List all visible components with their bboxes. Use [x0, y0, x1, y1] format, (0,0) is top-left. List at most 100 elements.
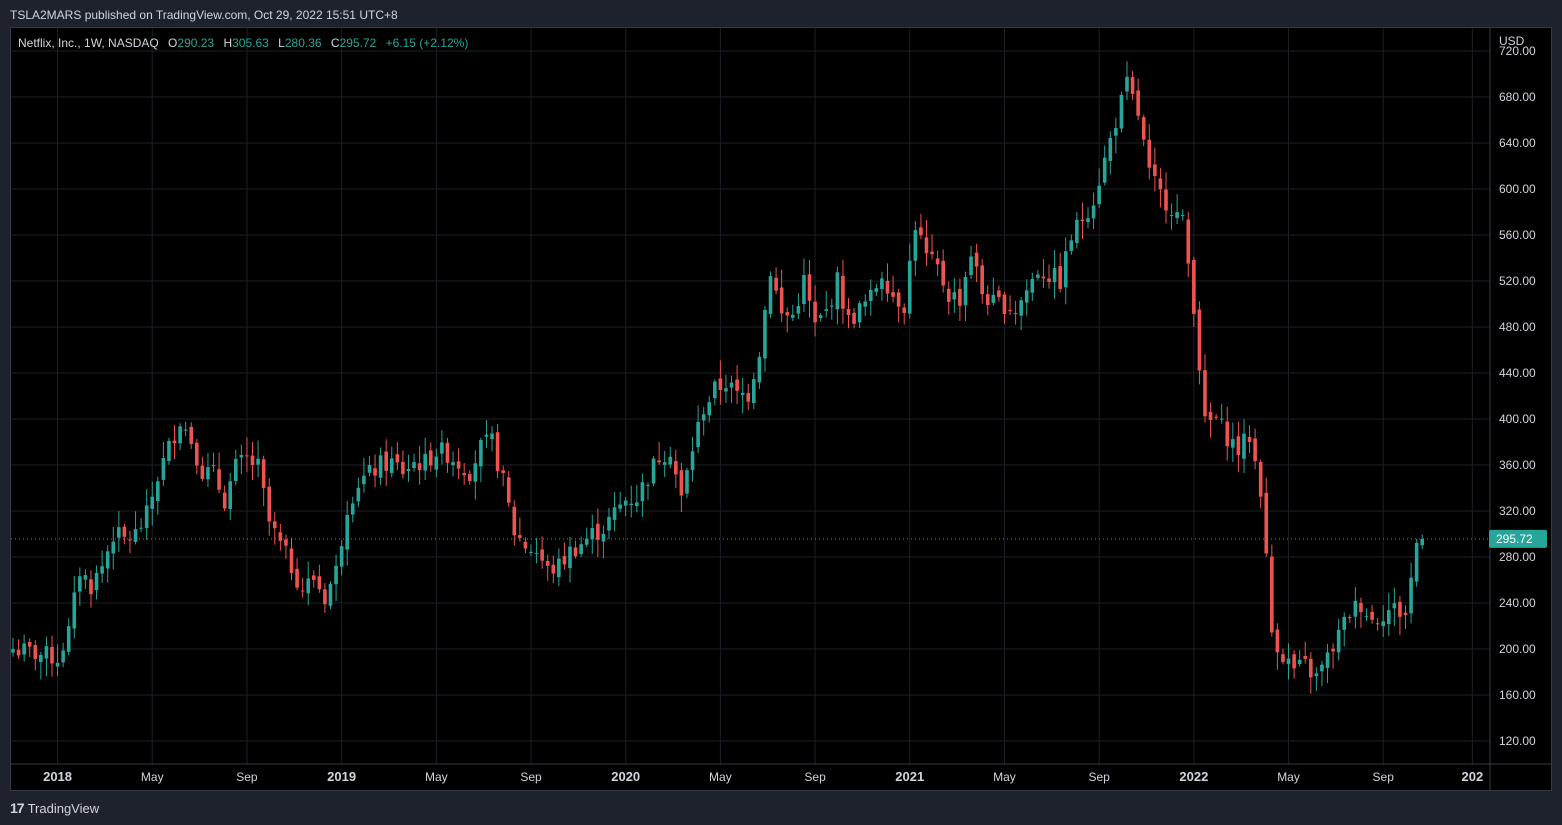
- candle-body: [729, 382, 734, 388]
- candle-body: [367, 464, 372, 473]
- candle-body: [512, 506, 517, 536]
- candle-body: [1297, 659, 1302, 665]
- candle-body: [245, 455, 249, 457]
- candle-body: [679, 470, 684, 496]
- candle-body: [891, 292, 895, 297]
- candle-body: [735, 379, 739, 391]
- candle-body: [1175, 212, 1179, 218]
- y-tick-label: 320.00: [1499, 504, 1536, 518]
- candle-body: [752, 379, 756, 403]
- candle-body: [311, 575, 316, 580]
- last-price-badge: [1489, 529, 1547, 548]
- candle-body: [250, 455, 255, 466]
- candle-body: [1309, 658, 1313, 678]
- x-tick-label: Sep: [1373, 770, 1395, 784]
- candle-body: [22, 643, 26, 655]
- candle-body: [55, 662, 60, 667]
- candle-body: [1247, 436, 1252, 443]
- candle-body: [284, 539, 288, 546]
- x-tick-label: 2018: [43, 769, 72, 784]
- candle-body: [1075, 219, 1079, 243]
- tradingview-footer[interactable]: 17 TradingView: [10, 800, 99, 816]
- candle-body: [980, 265, 984, 295]
- candle-body: [89, 579, 93, 595]
- candle-body: [518, 535, 522, 538]
- tradingview-logo-icon: 17: [10, 800, 25, 816]
- candle-body: [768, 276, 773, 314]
- candle-body: [1192, 259, 1196, 314]
- candle-body: [1080, 219, 1085, 222]
- x-tick-label: 2020: [611, 769, 640, 784]
- x-tick-label: Sep: [236, 770, 258, 784]
- x-tick-label: May: [1277, 770, 1300, 784]
- candle-body: [913, 229, 918, 261]
- candle-body: [317, 576, 322, 590]
- candle-body: [406, 468, 411, 472]
- candle-body: [813, 301, 817, 323]
- candle-body: [607, 516, 611, 531]
- candle-body: [1242, 433, 1246, 459]
- candle-body: [874, 288, 879, 292]
- candle-body: [1236, 436, 1241, 455]
- candle-body: [1114, 127, 1118, 136]
- x-tick-label: 2021: [895, 769, 924, 784]
- candle-body: [1108, 137, 1113, 161]
- candle-body: [562, 556, 567, 565]
- candle-body: [701, 414, 706, 421]
- candle-body: [473, 463, 478, 482]
- candle-body: [1381, 621, 1386, 627]
- candle-body: [1275, 629, 1280, 653]
- candle-body: [612, 507, 617, 520]
- candle-body: [378, 455, 383, 478]
- candle-body: [896, 292, 901, 307]
- candle-body: [412, 462, 416, 468]
- candle-body: [105, 551, 110, 569]
- candle-body: [1008, 309, 1012, 312]
- y-tick-label: 520.00: [1499, 274, 1536, 288]
- candle-body: [1253, 438, 1257, 462]
- candle-body: [930, 251, 934, 255]
- candle-body: [1097, 185, 1101, 205]
- candle-body: [690, 451, 695, 471]
- candle-body: [323, 589, 327, 605]
- x-tick-label: May: [425, 770, 448, 784]
- candle-body: [974, 252, 979, 267]
- y-tick-label: 160.00: [1499, 688, 1536, 702]
- candle-body: [740, 392, 745, 396]
- y-tick-label: 200.00: [1499, 642, 1536, 656]
- candle-body: [50, 646, 54, 664]
- candle-body: [991, 294, 996, 303]
- candle-body: [707, 402, 712, 416]
- candle-body: [1359, 602, 1363, 612]
- candle-body: [941, 260, 945, 286]
- candle-body: [16, 649, 21, 656]
- candle-body: [685, 470, 689, 494]
- x-tick-label: May: [141, 770, 164, 784]
- candle-body: [1386, 610, 1391, 625]
- high-key: H: [223, 36, 233, 50]
- candle-body: [1203, 370, 1207, 417]
- candle-body: [33, 645, 38, 660]
- candle-body: [61, 650, 65, 663]
- candle-body: [1208, 411, 1213, 420]
- candle-body: [846, 308, 851, 315]
- candle-body: [111, 541, 116, 554]
- candle-body: [657, 460, 661, 463]
- candle-body: [746, 393, 751, 402]
- candle-body: [234, 458, 238, 482]
- candle-body: [1058, 266, 1062, 289]
- candle-body: [39, 655, 43, 663]
- candle-body: [757, 356, 762, 383]
- candle-body: [596, 523, 600, 540]
- candle-body: [1353, 600, 1358, 617]
- candle-body: [963, 276, 968, 306]
- candle-body: [362, 475, 366, 485]
- candle-body: [1141, 117, 1146, 140]
- candle-body: [1336, 629, 1341, 653]
- candle-body: [824, 309, 829, 311]
- candle-body: [1164, 189, 1168, 211]
- candle-body: [1086, 218, 1090, 222]
- candle-body: [646, 484, 650, 486]
- candle-body: [724, 388, 728, 392]
